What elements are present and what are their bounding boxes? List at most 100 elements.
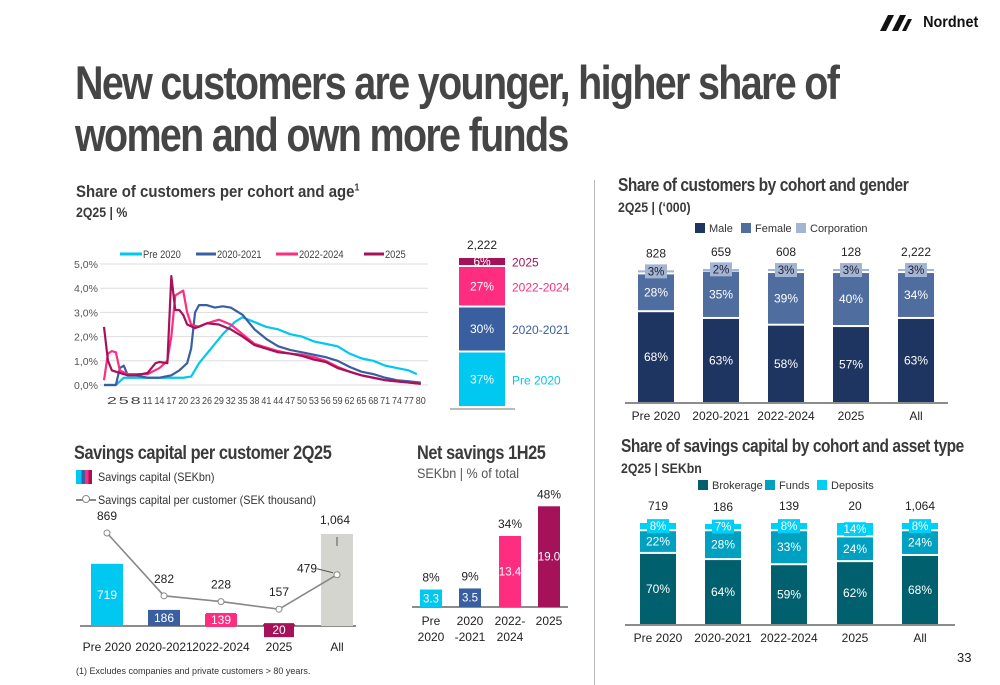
category-label: 2020-2021: [135, 640, 193, 654]
savings-legend-line: Savings capital per customer (SEK thousa…: [98, 493, 316, 507]
legend-label: Funds: [779, 480, 810, 492]
x-tick-label: 53: [309, 395, 319, 407]
x-tick-label: 35: [238, 395, 248, 407]
bar-segment: [837, 537, 873, 561]
segment-label: 2%: [713, 264, 730, 276]
category-label: All: [913, 631, 926, 645]
asset-chart-subtitle: 2Q25 | SEKbn: [621, 460, 702, 476]
share-label: 9%: [461, 569, 479, 583]
bar-segment: [705, 560, 741, 624]
category-label: 2020: [418, 630, 445, 644]
gender-chart-title: Share of customers by cohort and gender: [618, 175, 909, 195]
legend-label: 2025: [385, 249, 406, 261]
legend-swatch: [741, 223, 751, 233]
x-tick-label: 5: [119, 395, 129, 407]
share-label: 48%: [537, 487, 561, 501]
small-segment-label-box: [844, 522, 866, 537]
small-segment-label-box: [647, 519, 669, 534]
bar-segment: [638, 274, 674, 311]
net-savings-bar: [499, 535, 521, 607]
bar-segment: [705, 531, 741, 559]
small-segment-label-box: [645, 264, 667, 279]
legend-swatch: [796, 223, 806, 233]
line-label: 157: [269, 585, 289, 599]
x-tick-label: 74: [392, 395, 402, 407]
legend-swatch: [765, 480, 775, 490]
total-label: 719: [648, 499, 668, 513]
y-tick-label: 0,0%: [74, 380, 98, 392]
bar-segment: [459, 307, 505, 351]
segment-label: 3%: [843, 265, 860, 277]
segment-label: 28%: [711, 538, 735, 552]
share-label: 8%: [422, 571, 440, 585]
savings-legend-line-icon: [76, 495, 96, 503]
x-tick-label: 14: [154, 395, 164, 407]
share-label: 34%: [498, 517, 522, 531]
bar-label: 19.0: [538, 552, 560, 564]
page-number: 33: [957, 650, 972, 665]
segment-label: 30%: [470, 322, 494, 336]
segment-label: 68%: [644, 350, 668, 364]
bar-segment: [902, 531, 938, 554]
net-savings-bar: [420, 589, 442, 607]
net-savings-chart: 3.3 8% Pre 2020 3.5 9% 2020 -2021 13.4 34% 2022- 20…: [412, 487, 568, 644]
segment-label: 63%: [709, 353, 733, 367]
total-label: 186: [713, 500, 733, 514]
segment-label: 6%: [473, 255, 491, 269]
legend-label: Female: [755, 223, 792, 235]
x-tick-label: 8: [131, 395, 141, 407]
x-tick-label: 41: [261, 395, 271, 407]
x-tick-label: 68: [368, 395, 378, 407]
category-label: 2020-2021: [692, 409, 750, 423]
x-tick-label: 56: [321, 395, 331, 407]
gender-stacked-chart: Male Female Corporation 68% 28% 3% 828 Pre 2020…: [625, 223, 948, 423]
bar-segment: [768, 325, 804, 402]
legend-label: Pre 2020: [143, 249, 181, 261]
x-tick-label: 80: [416, 395, 426, 407]
total-label: 128: [841, 245, 861, 259]
x-tick-label: 26: [202, 395, 212, 407]
age-chart-title: Share of customers per cohort and age1: [76, 182, 359, 202]
total-label: 608: [776, 245, 796, 259]
net-savings-subtitle: SEKbn | % of total: [417, 465, 520, 481]
category-label: 2025: [838, 409, 865, 423]
bar-segment: [703, 318, 739, 402]
bar-segment: [833, 273, 869, 326]
total-label: 2,222: [901, 245, 931, 259]
x-tick-label: 29: [214, 395, 224, 407]
bar-segment: [638, 312, 674, 402]
segment-label: 35%: [709, 287, 733, 301]
legend-swatch: [698, 480, 708, 490]
series-line-pre-2020: [104, 316, 418, 387]
series-line-2020-2021: [104, 304, 421, 387]
total-label: 139: [779, 499, 799, 513]
line-label: 228: [211, 578, 231, 592]
segment-label: 59%: [777, 588, 801, 602]
bar-label: 186: [154, 611, 174, 625]
bar-label: 3.5: [462, 593, 478, 605]
legend-label: 2020-2021: [217, 249, 262, 261]
segment-label: 8%: [781, 521, 798, 533]
bar-segment: [459, 258, 505, 265]
category-label: 2025: [266, 640, 293, 654]
x-tick-label: 32: [226, 395, 236, 407]
segment-label: 34%: [904, 288, 928, 302]
category-label: 2025: [842, 631, 869, 645]
savings-legend-bars-swatch: [76, 470, 92, 484]
category-label: 2025: [536, 614, 563, 628]
x-tick-label: 11: [143, 395, 153, 407]
bar-segment: [902, 555, 938, 624]
segment-label: 22%: [646, 535, 670, 549]
bar-label-box: [206, 612, 236, 627]
legend-label: Male: [709, 223, 733, 235]
segment-label: 8%: [912, 521, 929, 533]
category-label: 2022-2024: [192, 640, 250, 654]
category-label: 2020: [457, 614, 484, 628]
small-segment-label-box: [909, 519, 931, 534]
bar-label: 3.3: [423, 593, 439, 605]
bar-segment: [768, 273, 804, 324]
asset-chart-title: Share of savings capital by cohort and a…: [621, 436, 964, 456]
divider: [594, 180, 595, 685]
total-label: 828: [646, 246, 666, 260]
segment-label: 37%: [470, 372, 494, 386]
